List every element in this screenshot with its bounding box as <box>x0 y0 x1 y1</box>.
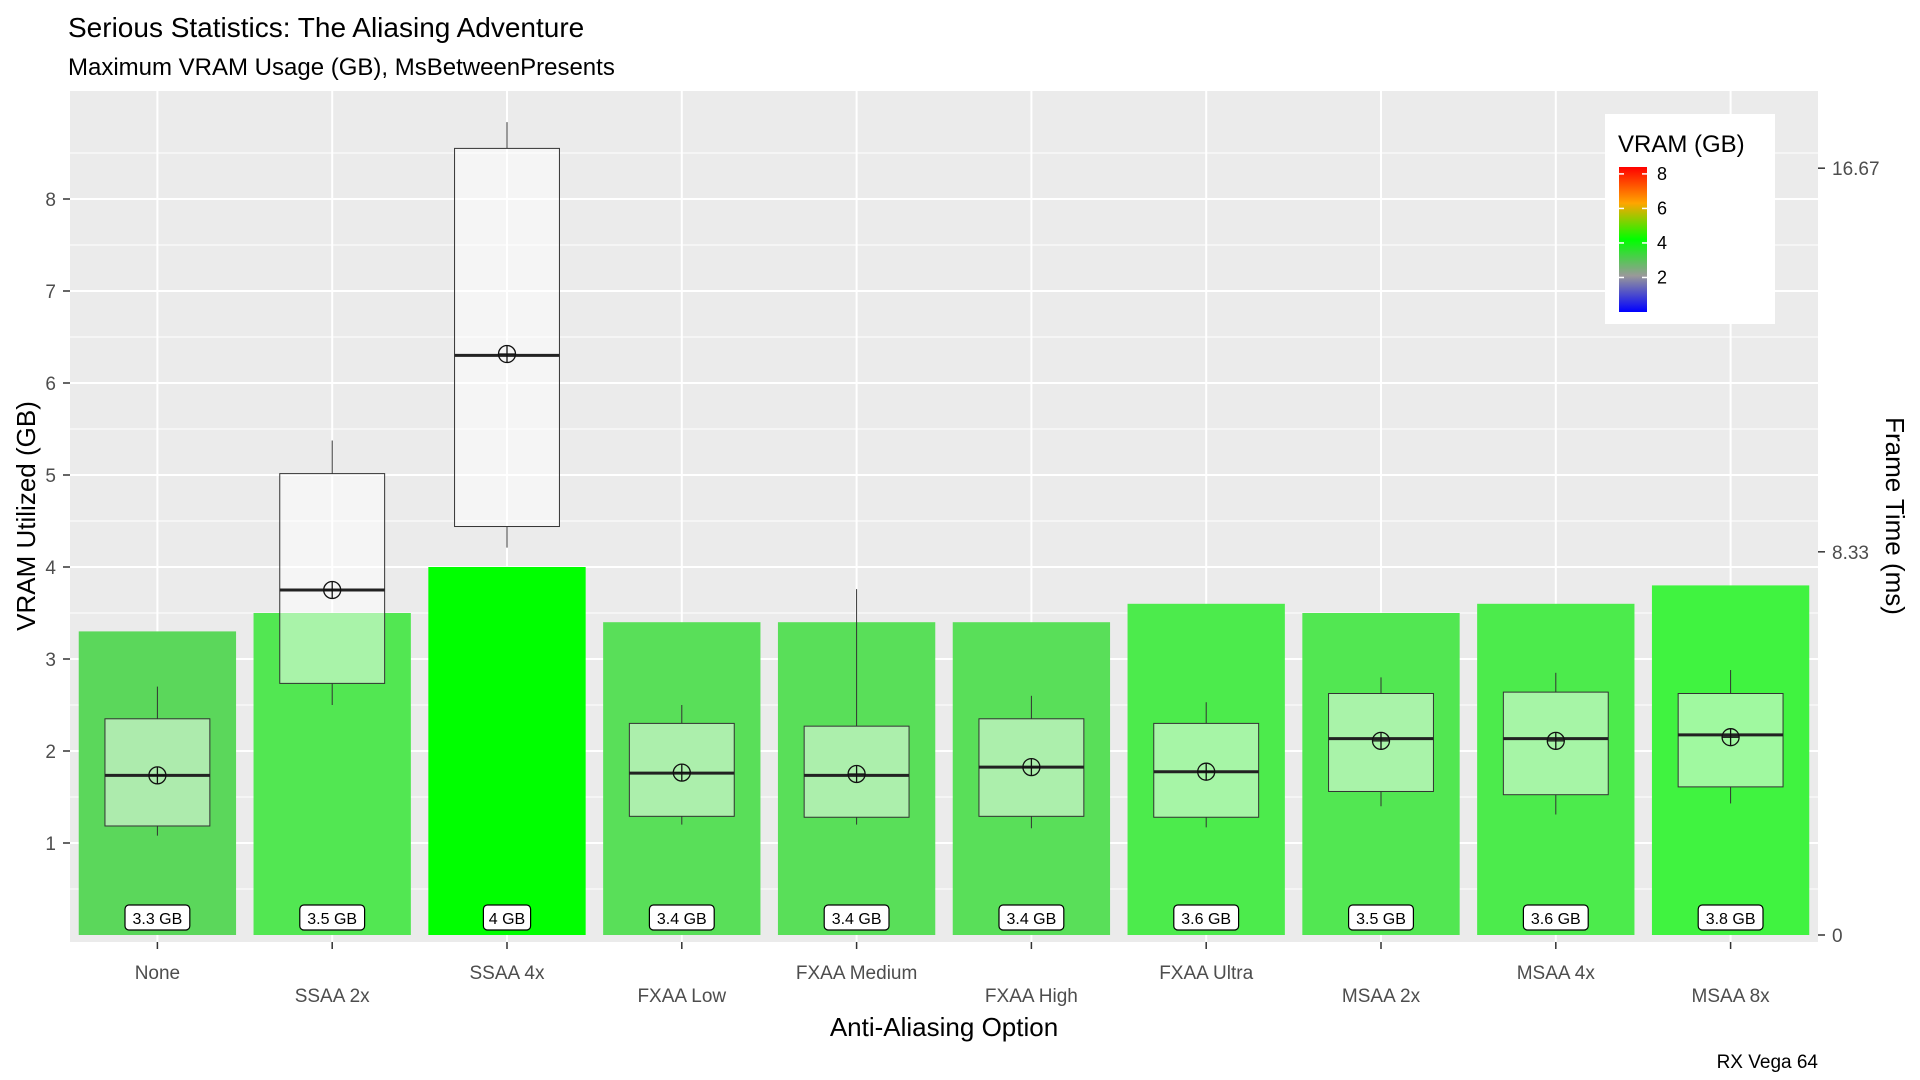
bar-label-box <box>998 904 1065 931</box>
bar-label-box <box>1347 904 1414 931</box>
x-tick-label: SSAA 2x <box>295 986 370 1007</box>
bar <box>428 567 586 935</box>
x-tick-label: FXAA High <box>985 986 1078 1007</box>
bar-value-label: 3.5 GB <box>307 911 357 928</box>
legend-ticks: 2 4 6 8 <box>1619 164 1667 287</box>
bar-label-box <box>823 904 890 931</box>
y-tick-label: 3 <box>45 650 56 671</box>
bar-label-box <box>1697 904 1764 931</box>
y-tick-label: 8 <box>45 190 56 211</box>
y-axis-label: VRAM Utilized (GB) <box>11 401 41 631</box>
bar-label-box <box>482 904 532 931</box>
bar-label-box <box>1522 904 1589 931</box>
y-tick-label: 1 <box>45 834 56 855</box>
secondary-y-tick-label: 8.33 <box>1832 543 1869 564</box>
y-tick-label: 7 <box>45 282 56 303</box>
y-tick-label: 4 <box>45 558 56 579</box>
y-tick-label: 6 <box>45 374 56 395</box>
bar-label-box <box>124 904 191 931</box>
secondary-y-tick-label: 16.67 <box>1832 159 1880 180</box>
x-tick-label: FXAA Medium <box>796 963 917 984</box>
x-tick-label: FXAA Ultra <box>1159 963 1253 984</box>
chart-subtitle: Maximum VRAM Usage (GB), MsBetweenPresen… <box>68 54 615 81</box>
x-axis: None SSAA 2x SSAA 4x FXAA Low FXAA Medium FXA… <box>135 942 1770 1007</box>
y-tick-label: 5 <box>45 466 56 487</box>
y-tick-label: 2 <box>45 742 56 763</box>
secondary-y-axis-label: Frame Time (ms) <box>1880 417 1910 615</box>
bar-value-label: 3.4 GB <box>832 911 882 928</box>
bar-label-box <box>299 904 366 931</box>
bar-label-box <box>648 904 715 931</box>
legend-title: VRAM (GB) <box>1618 131 1745 158</box>
y-axis: 1 2 3 4 5 6 7 8 <box>45 190 70 855</box>
legend-tick-label: 4 <box>1657 233 1667 253</box>
bar-value-label: 3.5 GB <box>1356 911 1406 928</box>
legend: VRAM (GB) 2 4 6 8 <box>1605 114 1775 324</box>
bar-value-label: 3.4 GB <box>1006 911 1056 928</box>
boxplot-box <box>1328 693 1434 792</box>
legend-tick-label: 2 <box>1657 267 1667 287</box>
bar-value-label: 3.8 GB <box>1706 911 1756 928</box>
x-tick-label: MSAA 2x <box>1342 986 1421 1007</box>
x-tick-label: SSAA 4x <box>470 963 545 984</box>
bar-value-label: 3.6 GB <box>1531 911 1581 928</box>
bar-value-label: 3.6 GB <box>1181 911 1231 928</box>
x-tick-label: None <box>135 963 180 984</box>
legend-colorbar <box>1619 167 1647 312</box>
chart-caption: RX Vega 64 <box>1717 1052 1819 1073</box>
frame-time-boxplots <box>104 122 1784 836</box>
secondary-y-tick-label: 0 <box>1832 926 1843 947</box>
legend-tick-label: 8 <box>1657 164 1667 184</box>
bar-value-label: 4 GB <box>489 911 525 928</box>
chart-title: Serious Statistics: The Aliasing Adventu… <box>68 12 584 43</box>
secondary-y-axis: 0 8.33 16.67 <box>1818 159 1880 947</box>
bar-label-box <box>1173 904 1240 931</box>
boxplot-box <box>279 473 386 684</box>
x-tick-label: MSAA 8x <box>1692 986 1771 1007</box>
bar-value-label: 3.3 GB <box>132 911 182 928</box>
boxplot-box <box>454 147 560 528</box>
bar-value-labels: 3.3 GB 3.5 GB 4 GB 3.4 GB 3.4 GB 3.4 GB 3.6 GB… <box>124 904 1764 931</box>
x-axis-label: Anti-Aliasing Option <box>830 1012 1058 1042</box>
x-tick-label: MSAA 4x <box>1517 963 1596 984</box>
legend-tick-label: 6 <box>1657 198 1667 218</box>
x-tick-label: FXAA Low <box>637 986 726 1007</box>
bar-value-label: 3.4 GB <box>657 911 707 928</box>
